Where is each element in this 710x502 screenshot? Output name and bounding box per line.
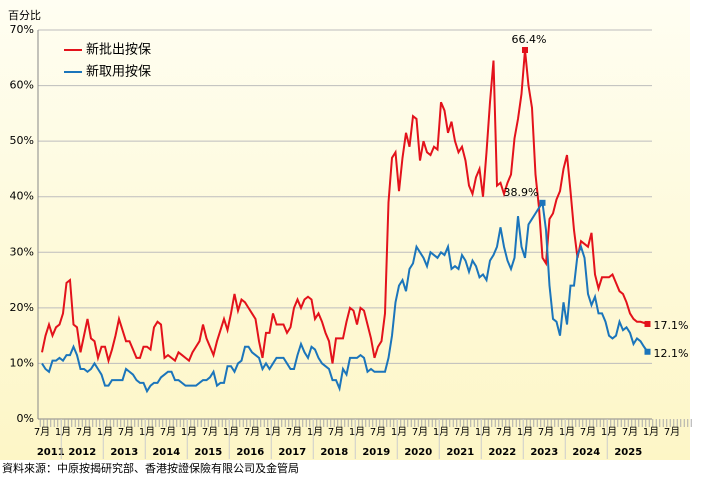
legend-label: 新批出按保	[86, 42, 151, 58]
x-tick-label: 1月	[475, 426, 491, 438]
x-tick-label: 7月	[244, 426, 260, 438]
x-tick-label: 7月	[328, 426, 344, 438]
x-tick-label: 7月	[34, 426, 50, 438]
y-tick-label: 30%	[10, 245, 34, 258]
x-tick-label: 7月	[496, 426, 512, 438]
x-tick-label: 7月	[202, 426, 218, 438]
x-tick-label: 7月	[370, 426, 386, 438]
year-label: 2021	[446, 447, 474, 458]
point-marker	[539, 199, 546, 206]
y-tick-label: 50%	[10, 134, 34, 147]
x-tick-label: 1月	[349, 426, 365, 438]
year-label: 2014	[152, 447, 180, 458]
x-tick-label: 7月	[412, 426, 428, 438]
point-marker	[644, 348, 651, 355]
year-label: 2025	[614, 447, 642, 458]
x-tick-label: 7月	[580, 426, 596, 438]
data-label: 17.1%	[654, 319, 689, 332]
x-tick-label: 7月	[454, 426, 470, 438]
x-tick-label: 1月	[559, 426, 575, 438]
x-tick-label: 1月	[391, 426, 407, 438]
year-label: 2020	[404, 447, 432, 458]
y-tick-label: 20%	[10, 301, 34, 314]
year-label: 2011	[37, 447, 65, 458]
x-tick-label: 1月	[97, 426, 113, 438]
year-label: 2019	[362, 447, 390, 458]
year-label: 2016	[236, 447, 264, 458]
year-label: 2017	[278, 447, 306, 458]
x-tick-label: 7月	[76, 426, 92, 438]
x-tick-label: 7月	[286, 426, 302, 438]
year-label: 2023	[530, 447, 558, 458]
x-tick-label: 1月	[433, 426, 449, 438]
data-label: 38.9%	[504, 186, 539, 199]
y-tick-label: 0%	[17, 412, 34, 425]
data-label: 12.1%	[654, 347, 689, 360]
point-marker	[522, 47, 528, 54]
x-tick-label: 7月	[538, 426, 554, 438]
x-tick-label: 7月	[622, 426, 638, 438]
x-tick-label: 7月	[160, 426, 176, 438]
year-label: 2013	[110, 447, 138, 458]
series-line	[41, 200, 649, 394]
x-tick-label: 1月	[517, 426, 533, 438]
x-tick-label: 7月	[118, 426, 134, 438]
x-tick-label: 1月	[307, 426, 323, 438]
x-tick-label: 1月	[223, 426, 239, 438]
year-label: 2012	[68, 447, 96, 458]
point-marker	[644, 320, 651, 327]
y-tick-label: 70%	[10, 23, 34, 36]
y-tick-label: 10%	[10, 356, 34, 369]
x-tick-label: 1月	[265, 426, 281, 438]
source-note: 資料來源：中原按揭研究部、香港按證保險有限公司及金管局	[2, 461, 299, 475]
x-tick-label: 1月	[643, 426, 659, 438]
x-tick-label: 1月	[601, 426, 617, 438]
legend-label: 新取用按保	[86, 64, 151, 80]
y-axis-label: 百分比	[8, 9, 41, 22]
x-tick-label: 1月	[139, 426, 155, 438]
x-tick-label: 1月	[181, 426, 197, 438]
year-label: 2024	[572, 447, 600, 458]
year-label: 2022	[488, 447, 516, 458]
y-tick-label: 60%	[10, 79, 34, 92]
y-tick-label: 40%	[10, 190, 34, 203]
data-label: 66.4%	[512, 33, 547, 46]
x-tick-label: 1月	[55, 426, 71, 438]
year-label: 2018	[320, 447, 348, 458]
series-line	[41, 49, 648, 365]
year-label: 2015	[194, 447, 222, 458]
x-tick-label: 7月	[664, 426, 680, 438]
